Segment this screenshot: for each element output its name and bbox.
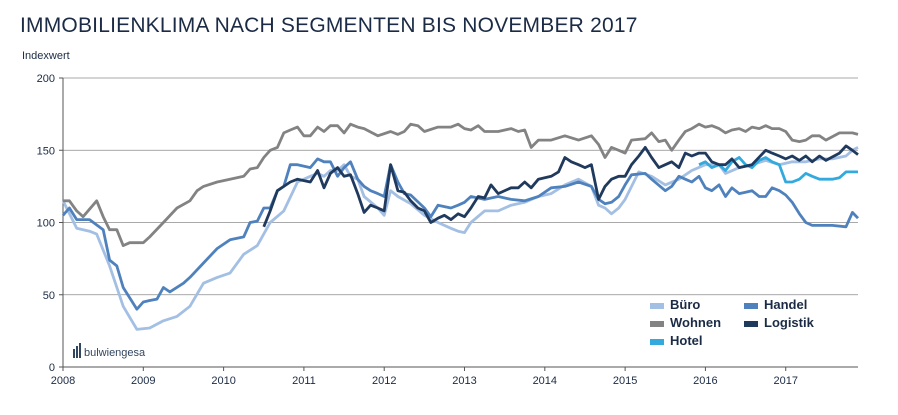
legend-item: Büro: [650, 297, 700, 312]
legend-label: Büro: [670, 297, 700, 312]
x-tick-label: 2009: [131, 375, 155, 387]
chart-title: IMMOBILIENKLIMA NACH SEGMENTEN BIS NOVEM…: [20, 14, 638, 37]
x-axis-ticks: 2008 2009 2010 2011 2012 2013 2014 2015 2016 2017: [51, 367, 798, 387]
brand-logo: bulwiengesa: [73, 343, 146, 359]
legend-label: Wohnen: [670, 315, 721, 330]
y-tick-label: 150: [37, 145, 55, 157]
legend-label: Logistik: [764, 315, 815, 330]
legend: Büro Wohnen Hotel Handel Logistik: [650, 297, 815, 348]
x-tick-label: 2008: [51, 375, 75, 387]
legend-item: Logistik: [744, 315, 815, 330]
series-line-büro: [61, 146, 859, 331]
legend-swatch: [650, 339, 664, 345]
x-tick-label: 2011: [292, 375, 316, 387]
series-lines: [61, 122, 860, 331]
y-axis-ticks: 0 50 100 150 200: [37, 73, 63, 374]
series-line-hotel: [698, 156, 858, 184]
series-line-wohnen: [63, 122, 859, 247]
y-tick-label: 0: [49, 362, 55, 374]
bars-logo-icon: [73, 343, 81, 358]
x-tick-label: 2015: [613, 375, 637, 387]
legend-swatch: [744, 303, 758, 309]
logo-text: bulwiengesa: [84, 347, 146, 359]
legend-swatch: [650, 321, 664, 327]
y-tick-label: 100: [37, 218, 55, 230]
grid-lines: [62, 77, 858, 368]
legend-swatch: [744, 321, 758, 327]
y-tick-label: 50: [43, 290, 55, 302]
y-tick-label: 200: [37, 73, 55, 85]
x-tick-label: 2013: [452, 375, 476, 387]
legend-label: Handel: [764, 297, 807, 312]
legend-item: Wohnen: [650, 315, 721, 330]
legend-item: Hotel: [650, 333, 703, 348]
legend-swatch: [650, 303, 664, 309]
x-tick-label: 2017: [773, 375, 797, 387]
y-axis-label: Indexwert: [22, 50, 70, 62]
x-tick-label: 2014: [533, 375, 557, 387]
legend-item: Handel: [744, 297, 807, 312]
legend-label: Hotel: [670, 333, 703, 348]
x-tick-label: 2012: [372, 375, 396, 387]
x-tick-label: 2016: [693, 375, 717, 387]
series-line-logistik: [262, 144, 859, 228]
x-tick-label: 2010: [211, 375, 235, 387]
series-line-handel: [61, 157, 860, 311]
